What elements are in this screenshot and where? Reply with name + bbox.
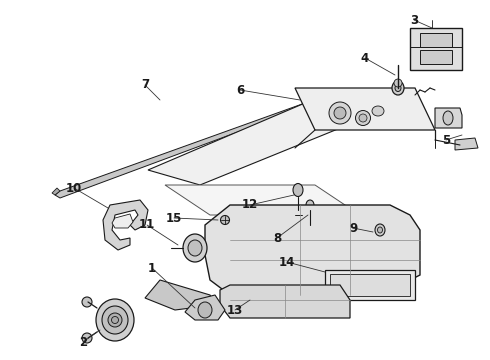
- Polygon shape: [455, 138, 478, 150]
- Text: 1: 1: [148, 261, 156, 274]
- Polygon shape: [295, 88, 435, 130]
- Text: 2: 2: [79, 336, 87, 348]
- Text: 6: 6: [236, 84, 244, 96]
- Polygon shape: [55, 103, 305, 198]
- Ellipse shape: [307, 224, 313, 230]
- Ellipse shape: [356, 111, 370, 126]
- Ellipse shape: [306, 200, 314, 210]
- Ellipse shape: [102, 306, 128, 334]
- Polygon shape: [165, 185, 360, 215]
- Ellipse shape: [293, 184, 303, 197]
- Ellipse shape: [108, 313, 122, 327]
- Ellipse shape: [377, 227, 383, 233]
- Polygon shape: [145, 280, 215, 310]
- Ellipse shape: [375, 224, 385, 236]
- Text: 12: 12: [242, 198, 258, 211]
- Bar: [410, 28, 462, 70]
- Ellipse shape: [112, 316, 119, 324]
- Polygon shape: [52, 188, 60, 195]
- Ellipse shape: [198, 302, 212, 318]
- Text: 4: 4: [361, 51, 369, 64]
- Text: 8: 8: [273, 231, 281, 244]
- Bar: [420, 33, 452, 47]
- Text: 15: 15: [166, 211, 182, 225]
- Ellipse shape: [394, 79, 402, 87]
- Ellipse shape: [395, 85, 401, 91]
- Ellipse shape: [82, 333, 92, 343]
- Polygon shape: [220, 285, 350, 318]
- Ellipse shape: [443, 111, 453, 125]
- Text: 11: 11: [139, 219, 155, 231]
- Ellipse shape: [329, 102, 351, 124]
- Text: 5: 5: [442, 134, 450, 147]
- Polygon shape: [112, 214, 133, 228]
- Polygon shape: [435, 108, 462, 128]
- Bar: [325, 270, 415, 300]
- Polygon shape: [103, 200, 148, 250]
- Ellipse shape: [294, 208, 301, 216]
- Ellipse shape: [359, 114, 367, 122]
- Text: 3: 3: [410, 13, 418, 27]
- Text: 10: 10: [66, 181, 82, 194]
- Ellipse shape: [334, 107, 346, 119]
- Text: 9: 9: [349, 221, 357, 234]
- Ellipse shape: [96, 299, 134, 341]
- Bar: [330, 274, 410, 296]
- Ellipse shape: [82, 297, 92, 307]
- Text: 13: 13: [227, 303, 243, 316]
- Polygon shape: [148, 103, 360, 185]
- Polygon shape: [205, 205, 420, 295]
- Polygon shape: [185, 295, 225, 320]
- Ellipse shape: [392, 81, 404, 95]
- Ellipse shape: [220, 216, 229, 225]
- Ellipse shape: [188, 240, 202, 256]
- Ellipse shape: [183, 234, 207, 262]
- Text: 7: 7: [141, 78, 149, 91]
- Bar: [420, 50, 452, 64]
- Ellipse shape: [372, 106, 384, 116]
- Text: 14: 14: [279, 256, 295, 269]
